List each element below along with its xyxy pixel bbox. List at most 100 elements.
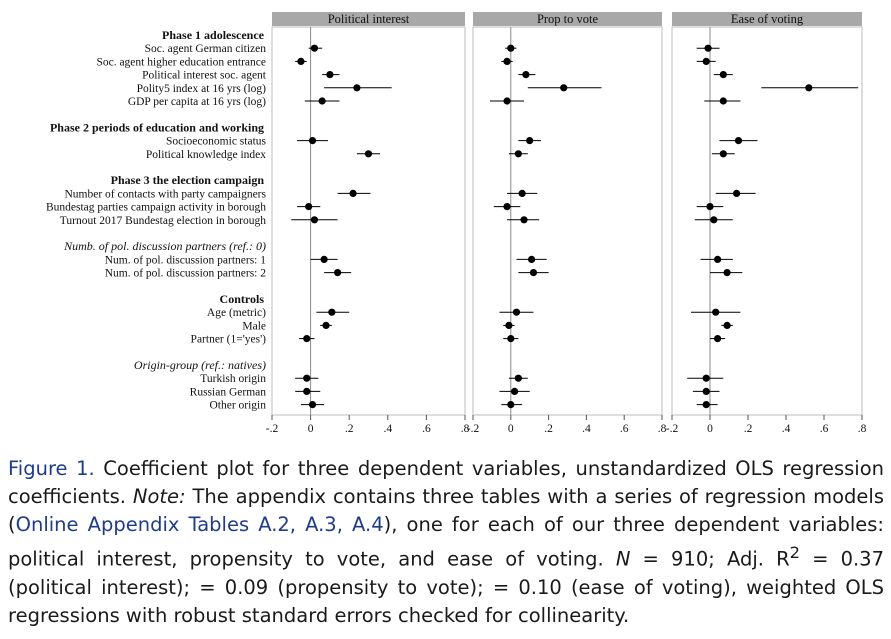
x-tick-label: 0 <box>508 423 514 435</box>
panel-title: Prop to vote <box>537 12 599 26</box>
group-label: Phase 1 adolescence <box>162 28 265 42</box>
coefficient-point <box>364 150 373 158</box>
coefficient-point <box>734 137 743 145</box>
coefficient-point <box>308 137 317 145</box>
row-label: Other origin <box>209 400 266 412</box>
coefficient-point <box>527 255 536 263</box>
x-tick-label: .8 <box>461 423 470 435</box>
coefficient-point <box>702 374 710 382</box>
panel-title: Political interest <box>328 12 410 26</box>
row-label: Turkish origin <box>200 373 266 385</box>
coefficient-point <box>719 97 727 105</box>
group-label: Phase 3 the election campaign <box>111 173 265 187</box>
x-tick-label: .6 <box>820 423 829 435</box>
x-tick-label: -.2 <box>467 423 480 435</box>
panel-frame <box>472 26 663 416</box>
figure-caption: Figure 1. Coefficient plot for three dep… <box>8 455 884 630</box>
caption-n-label: N <box>615 547 631 571</box>
row-label: Num. of pol. discussion partners: 1 <box>105 254 267 266</box>
figure-label: Figure 1. <box>8 457 95 480</box>
row-label: Political interest soc. agent <box>142 70 267 82</box>
row-label: Bundestag parties campaign activity in b… <box>46 202 266 214</box>
coefficient-point <box>507 335 515 343</box>
coefficient-point <box>326 71 334 79</box>
group-label: Phase 2 periods of education and working <box>50 120 264 134</box>
coefficient-point <box>702 387 710 395</box>
row-label: Soc. agent German citizen <box>145 43 267 55</box>
x-tick-label: .4 <box>782 423 791 435</box>
x-tick-label: .2 <box>744 423 753 435</box>
coefficient-point <box>503 203 511 211</box>
row-label: GDP per capita at 16 yrs (log) <box>128 96 266 108</box>
coefficient-point <box>349 189 357 197</box>
coefficient-point <box>510 387 519 395</box>
coefficient-point <box>702 401 710 409</box>
coefficient-point <box>297 57 305 65</box>
coefficient-point <box>723 321 731 329</box>
coefficient-point <box>503 97 511 105</box>
coefficient-point <box>805 84 813 92</box>
coefficient-point <box>308 401 317 409</box>
row-label: Age (metric) <box>207 307 266 319</box>
coefficient-point <box>503 57 511 65</box>
coefficient-point <box>702 57 710 65</box>
row-label: Turnout 2017 Bundestag election in borou… <box>60 215 266 227</box>
coefficient-point <box>512 308 521 316</box>
panel-header <box>473 12 662 26</box>
coefficient-point <box>303 335 311 343</box>
coefficient-point <box>710 216 718 224</box>
x-tick-label: .6 <box>422 423 431 435</box>
row-label: Num. of pol. discussion partners: 2 <box>105 268 267 280</box>
panel-header <box>272 12 465 26</box>
coefficient-point <box>310 44 319 52</box>
coefficient-point <box>514 374 522 382</box>
row-label: Political knowledge index <box>146 149 266 161</box>
caption-note-label: Note: <box>132 485 186 508</box>
coefficient-point <box>322 321 330 329</box>
appendix-tables-link[interactable]: Online Appendix Tables A.2, A.3, A.4 <box>15 513 384 536</box>
coefficient-point <box>723 269 731 277</box>
row-label: Soc. agent higher education entrance <box>96 56 266 68</box>
row-label: Partner (1='yes') <box>191 334 267 346</box>
coefficient-point <box>526 137 534 145</box>
x-tick-label: -.2 <box>666 423 679 435</box>
x-tick-label: .4 <box>383 423 392 435</box>
coefficient-point <box>305 203 313 211</box>
x-tick-label: 0 <box>707 423 713 435</box>
panel-header <box>672 12 862 26</box>
row-label: Polity5 index at 16 yrs (log) <box>137 83 267 95</box>
coefficient-point <box>310 216 319 224</box>
x-tick-label: .8 <box>658 423 667 435</box>
coefficient-point <box>520 216 528 224</box>
coefficient-point <box>328 308 336 316</box>
coefficient-point <box>303 387 311 395</box>
row-label: Number of contacts with party campaigner… <box>64 188 266 200</box>
coefficient-point <box>714 335 722 343</box>
coefficient-point <box>719 150 727 158</box>
coefficient-point <box>719 71 727 79</box>
coefficient-point <box>560 84 568 92</box>
coefficient-point <box>714 255 722 263</box>
panel-frame <box>271 26 466 416</box>
caption-text-3: ), one for each of our three dependent v… <box>8 513 884 571</box>
coefficient-point <box>706 203 714 211</box>
coefficient-point <box>518 189 526 197</box>
coefficient-point <box>334 269 342 277</box>
coefficient-point <box>712 308 720 316</box>
caption-r-superscript: 2 <box>789 543 800 562</box>
row-label: Russian German <box>190 386 267 398</box>
coefficient-point <box>320 255 328 263</box>
row-label: Socioeconomic status <box>166 136 266 148</box>
x-tick-label: -.2 <box>266 423 279 435</box>
coefficient-point <box>505 321 513 329</box>
group-label: Numb. of pol. discussion partners (ref.:… <box>63 239 266 253</box>
caption-text-1: Coefficient plot for three dependent var… <box>8 457 885 508</box>
coefficient-point <box>507 401 515 409</box>
coefficient-point <box>522 71 530 79</box>
x-tick-label: 0 <box>308 423 314 435</box>
coefficient-point <box>733 189 741 197</box>
coefficient-point <box>353 84 361 92</box>
x-tick-label: .2 <box>544 423 553 435</box>
x-tick-label: .8 <box>858 423 867 435</box>
